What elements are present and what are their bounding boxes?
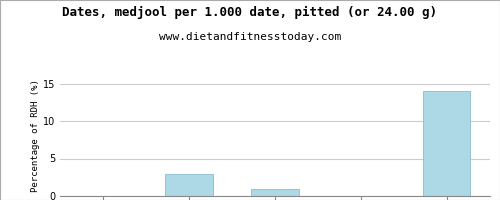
Y-axis label: Percentage of RDH (%): Percentage of RDH (%) bbox=[31, 80, 40, 192]
Bar bbox=[166, 173, 212, 196]
Text: www.dietandfitnesstoday.com: www.dietandfitnesstoday.com bbox=[159, 32, 341, 42]
Text: Dates, medjool per 1.000 date, pitted (or 24.00 g): Dates, medjool per 1.000 date, pitted (o… bbox=[62, 6, 438, 19]
Bar bbox=[252, 188, 298, 196]
Bar bbox=[423, 91, 470, 196]
